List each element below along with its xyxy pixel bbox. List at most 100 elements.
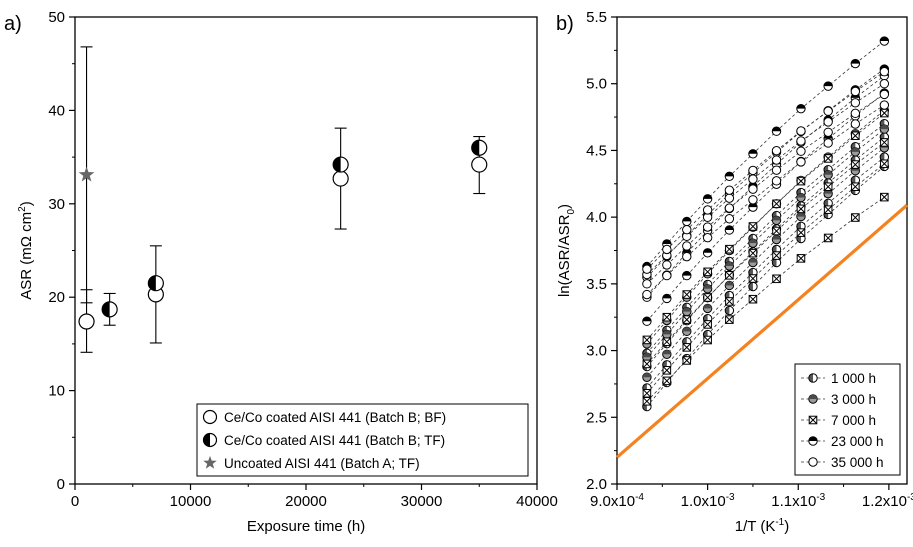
chart-b-point-cross <box>851 213 860 222</box>
chart-b-point-cross <box>703 320 712 329</box>
chart-b-point <box>880 108 889 118</box>
chart-b-x-tick-label-exponent: -3 <box>907 492 913 503</box>
chart-a-y-tick-label: 30 <box>48 196 65 213</box>
chart-b-point <box>702 194 713 204</box>
chart-a-point <box>78 313 95 330</box>
chart-b-y-tick-label: 5.0 <box>586 76 607 93</box>
chart-b-series-line <box>646 104 885 295</box>
chart-b-point-cross <box>772 226 781 236</box>
chart-b-point <box>682 306 692 317</box>
chart-b-point <box>703 335 712 345</box>
chart-b-legend-marker-shade <box>808 394 818 399</box>
chart-b-point-shade <box>642 373 652 378</box>
chart-b-point-cross <box>748 222 758 231</box>
chart-b-point <box>702 222 713 232</box>
chart-b-x-tick-label-main: 9.0x10 <box>590 493 635 510</box>
chart-b-series-line <box>646 156 885 389</box>
chart-b-point-cross <box>772 274 781 283</box>
chart-b-point <box>682 315 692 324</box>
chart-b-point-shade <box>880 124 889 130</box>
chart-b-series-line <box>646 94 885 285</box>
chart-b-x-tick-label: 1.2x10-3 <box>862 492 913 510</box>
chart-b-point-cross <box>796 204 806 214</box>
chart-b-point <box>724 225 735 235</box>
chart-b-legend-marker <box>808 457 818 467</box>
chart-b-point <box>702 205 713 215</box>
chart-b-point <box>662 349 672 360</box>
chart-b-point <box>772 199 781 209</box>
chart-b-series-line <box>646 110 885 345</box>
chart-b-x-axis-label-main: 1/T (K <box>735 518 776 535</box>
chart-b-point <box>772 274 781 284</box>
chart-b-x-tick-label-main: 1.1x10 <box>771 493 816 510</box>
chart-b-point <box>823 182 833 192</box>
chart-b-point <box>823 117 833 127</box>
chart-a-x-tick-label: 0 <box>71 493 79 510</box>
chart-b-x-tick-label-exponent: -4 <box>635 492 644 503</box>
chart-b-point-cross <box>824 205 833 214</box>
chart-a-legend-marker-outline <box>202 432 218 448</box>
chart-b-series-line <box>646 196 885 402</box>
chart-b-point-cross <box>796 254 806 263</box>
chart-b-point <box>724 280 735 291</box>
chart-b-point <box>851 213 860 222</box>
chart-b-point <box>796 204 806 214</box>
chart-a-y-tick-label: 40 <box>48 102 65 119</box>
chart-b-point <box>724 203 735 213</box>
chart-b-legend-marker-outline <box>808 436 818 446</box>
chart-b-point <box>879 100 890 110</box>
chart-b-point-cross <box>748 274 758 283</box>
chart-b-point <box>748 281 758 292</box>
chart-a-legend-marker <box>202 409 218 425</box>
chart-b-point <box>796 126 806 136</box>
chart-b-point <box>725 297 734 306</box>
chart-a-point <box>471 139 488 156</box>
chart-b-point <box>850 119 861 129</box>
chart-b-point <box>702 232 713 243</box>
chart-a-y-tick-label: 20 <box>48 289 65 306</box>
chart-b-point-half <box>725 172 734 177</box>
chart-b-point-cross <box>748 249 758 258</box>
chart-b-point-half <box>851 175 856 185</box>
chart-b-legend-marker-half <box>808 373 813 383</box>
chart-b-point <box>823 154 833 163</box>
chart-b-x-axis-label-superscript: -1 <box>775 517 784 528</box>
chart-b-point <box>724 185 735 195</box>
chart-b-series-line <box>646 142 885 365</box>
chart-b-point <box>703 293 712 302</box>
chart-a-point <box>101 301 118 318</box>
chart-b-point <box>724 214 735 224</box>
chart-a-x-axis-label: Exposure time (h) <box>247 518 365 535</box>
chart-b-guide-line <box>615 203 909 459</box>
chart-b-point-half <box>851 59 860 64</box>
chart-b-point <box>880 159 889 169</box>
chart-b-point-outline <box>823 81 833 91</box>
chart-a-panel-label: a) <box>4 13 22 35</box>
chart-a-point <box>332 156 349 173</box>
chart-b-point-outline <box>879 36 890 46</box>
chart-b-point-half <box>772 258 777 267</box>
chart-b-point <box>879 124 890 134</box>
chart-a-point <box>471 156 488 173</box>
chart-b-point <box>796 176 806 186</box>
chart-b-legend-marker-outline <box>808 373 818 383</box>
chart-b-point <box>748 184 758 194</box>
chart-b-point-cross <box>642 389 652 398</box>
chart-b-point-cross <box>824 233 833 243</box>
chart-a-legend-label: Ce/Co coated AISI 441 (Batch B; TF) <box>224 433 445 448</box>
chart-a-point <box>78 166 95 182</box>
chart-b-point <box>850 108 861 119</box>
chart-b-point <box>851 160 860 169</box>
chart-a-legend-marker <box>203 455 217 469</box>
chart-a-x-tick-label: 40000 <box>516 493 558 510</box>
chart-b-legend-label: 23 000 h <box>831 434 884 449</box>
chart-b-point <box>796 136 806 146</box>
chart-a-point-half <box>102 301 110 317</box>
chart-b-x-tick-label: 9.0x10-4 <box>590 492 644 510</box>
chart-b-point <box>823 106 833 116</box>
chart-b-point-cross <box>851 182 860 191</box>
chart-b-point <box>724 193 735 203</box>
chart-b-point <box>748 274 758 283</box>
chart-b-point-half <box>703 248 712 253</box>
chart-b-legend-label: 7 000 h <box>831 413 876 428</box>
